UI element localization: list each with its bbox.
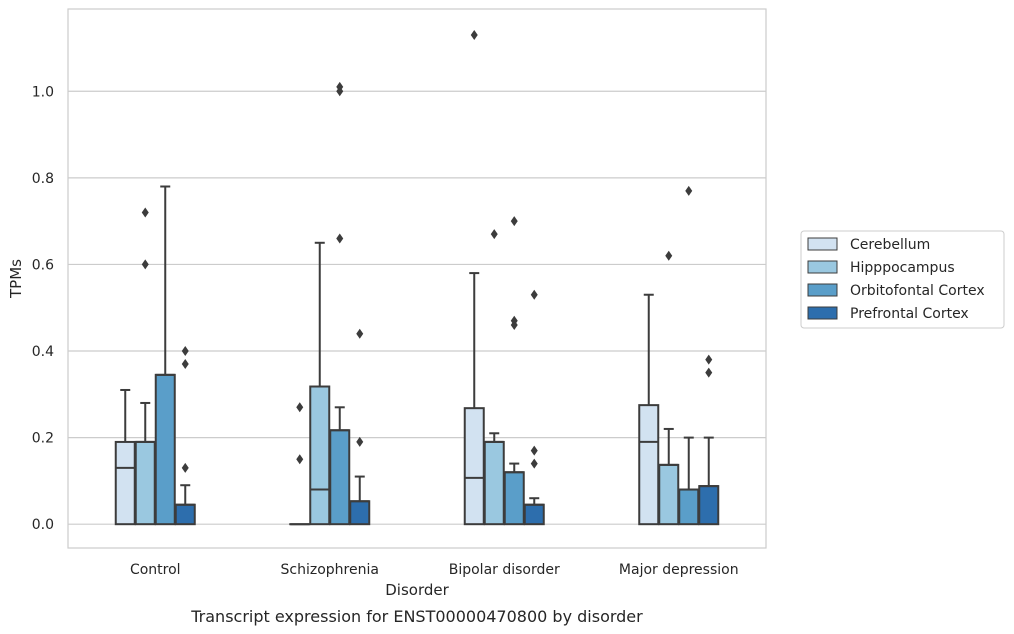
outlier-point [356,328,364,339]
box-body [698,485,720,526]
box-body [678,488,700,526]
legend: Cerebellum Hipppocampus Orbitofontal Corte… [800,230,1005,329]
box-body [638,404,660,526]
box-orbitofontal-cortex [678,185,700,526]
box-body [463,407,485,526]
legend-label: Cerebellum [850,237,930,253]
outlier-point [470,29,478,40]
box-orbitofontal-cortex [329,81,351,526]
box-body [154,373,176,526]
boxplot-series [114,29,720,526]
legend-label: Orbitofontal Cortex [850,283,985,299]
legend-label: Prefrontal Cortex [850,306,969,322]
box-prefrontal-cortex [349,328,371,526]
y-tick-label: 0.2 [32,431,54,447]
box-cerebellum [114,388,136,526]
box-body [174,503,196,526]
x-tick-label: Schizophrenia [281,562,379,578]
legend-swatch [807,237,838,251]
box-orbitofontal-cortex [154,185,176,526]
y-tick-label: 0.0 [32,517,54,533]
box-orbitofontal-cortex [503,216,525,526]
box-body [658,463,680,526]
legend-swatch [807,260,838,274]
outlier-point [296,454,304,465]
x-tick-label: Control [130,562,181,578]
outlier-point [490,229,498,240]
box-body [503,471,525,526]
box-cerebellum [463,29,485,526]
x-axis-ticks: Control Schizophrenia Bipolar disorder Majo… [130,562,739,578]
outlier-point [141,259,149,270]
box-hipppocampus [658,250,680,526]
box-body [329,429,351,526]
box-prefrontal-cortex [523,289,545,526]
x-tick-label: Major depression [619,562,739,578]
y-tick-label: 0.6 [32,257,54,273]
outlier-point [296,402,304,413]
outlier-point [336,233,344,244]
legend-swatch [807,283,838,297]
box-body [483,440,505,526]
x-axis-label: Disorder [385,581,449,599]
box-hipppocampus [483,229,505,526]
legend-label: Hipppocampus [850,260,955,276]
box-prefrontal-cortex [174,346,196,526]
outlier-point [685,185,693,196]
box-hipppocampus [309,241,331,526]
y-tick-label: 1.0 [32,84,54,100]
plot-frame [67,8,767,549]
box-cerebellum [289,402,311,526]
outlier-point [530,445,538,456]
x-tick-label: Bipolar disorder [449,562,560,578]
outlier-point [141,207,149,218]
box-hipppocampus [134,207,156,526]
outlier-point [510,320,518,331]
outlier-point [181,462,189,473]
outlier-point [665,250,673,261]
box-body [134,440,156,526]
box-body [309,385,331,526]
figure-caption: Transcript expression for ENST0000047080… [190,607,643,626]
box-body [523,503,545,526]
box-prefrontal-cortex [698,354,720,526]
outlier-point [181,346,189,357]
y-axis-label: TPMs [7,259,25,299]
outlier-point [705,354,713,365]
box-cerebellum [638,293,660,526]
box-body [349,500,371,526]
outlier-point [356,436,364,447]
outlier-point [510,216,518,227]
outlier-point [705,367,713,378]
outlier-point [530,289,538,300]
legend-frame [800,230,1005,329]
y-tick-label: 0.4 [32,344,54,360]
y-tick-label: 0.8 [32,171,54,187]
outlier-point [181,359,189,370]
y-axis-ticks: 0.0 0.2 0.4 0.6 0.8 1.0 [32,84,54,533]
outlier-point [530,458,538,469]
box-body [114,440,136,526]
outlier-point [336,86,344,97]
legend-swatch [807,306,838,320]
